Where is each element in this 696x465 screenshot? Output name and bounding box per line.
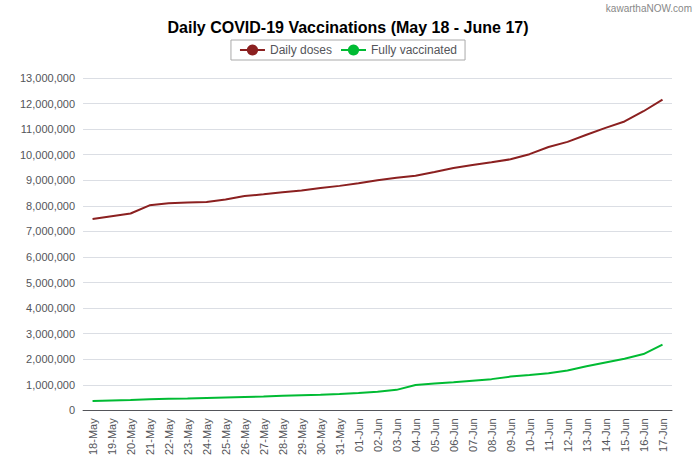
svg-text:Daily doses: Daily doses <box>270 43 332 57</box>
svg-text:27-May: 27-May <box>258 418 270 455</box>
svg-text:07-Jun: 07-Jun <box>467 418 479 452</box>
svg-text:28-May: 28-May <box>277 418 289 455</box>
svg-text:5,000,000: 5,000,000 <box>26 277 75 289</box>
svg-text:2,000,000: 2,000,000 <box>26 353 75 365</box>
svg-text:20-May: 20-May <box>125 418 137 455</box>
svg-text:30-May: 30-May <box>315 418 327 455</box>
svg-text:29-May: 29-May <box>296 418 308 455</box>
svg-text:17-Jun: 17-Jun <box>657 418 669 452</box>
svg-text:kawarthaNOW.com: kawarthaNOW.com <box>606 3 692 14</box>
svg-text:03-Jun: 03-Jun <box>391 418 403 452</box>
svg-text:01-Jun: 01-Jun <box>353 418 365 452</box>
svg-text:10-Jun: 10-Jun <box>524 418 536 452</box>
svg-text:13,000,000: 13,000,000 <box>20 72 75 84</box>
svg-text:08-Jun: 08-Jun <box>486 418 498 452</box>
svg-text:3,000,000: 3,000,000 <box>26 328 75 340</box>
svg-text:06-Jun: 06-Jun <box>448 418 460 452</box>
svg-text:23-May: 23-May <box>182 418 194 455</box>
svg-text:25-May: 25-May <box>220 418 232 455</box>
svg-text:7,000,000: 7,000,000 <box>26 225 75 237</box>
svg-text:10,000,000: 10,000,000 <box>20 149 75 161</box>
svg-text:6,000,000: 6,000,000 <box>26 251 75 263</box>
svg-text:18-May: 18-May <box>87 418 99 455</box>
svg-text:31-May: 31-May <box>334 418 346 455</box>
svg-text:19-May: 19-May <box>106 418 118 455</box>
svg-text:Fully vaccinated: Fully vaccinated <box>371 43 457 57</box>
svg-text:14-Jun: 14-Jun <box>600 418 612 452</box>
svg-text:22-May: 22-May <box>163 418 175 455</box>
svg-text:05-Jun: 05-Jun <box>429 418 441 452</box>
svg-text:12-Jun: 12-Jun <box>562 418 574 452</box>
svg-text:26-May: 26-May <box>239 418 251 455</box>
svg-text:02-Jun: 02-Jun <box>372 418 384 452</box>
svg-text:21-May: 21-May <box>144 418 156 455</box>
svg-text:8,000,000: 8,000,000 <box>26 200 75 212</box>
svg-text:13-Jun: 13-Jun <box>581 418 593 452</box>
svg-text:Daily COVID-19 Vaccinations (M: Daily COVID-19 Vaccinations (May 18 - Ju… <box>167 19 528 36</box>
svg-text:12,000,000: 12,000,000 <box>20 98 75 110</box>
svg-text:16-Jun: 16-Jun <box>638 418 650 452</box>
svg-text:0: 0 <box>69 404 75 416</box>
svg-text:11-Jun: 11-Jun <box>543 418 555 451</box>
svg-text:09-Jun: 09-Jun <box>505 418 517 452</box>
svg-text:24-May: 24-May <box>201 418 213 455</box>
svg-text:04-Jun: 04-Jun <box>410 418 422 452</box>
svg-text:4,000,000: 4,000,000 <box>26 302 75 314</box>
svg-text:1,000,000: 1,000,000 <box>26 379 75 391</box>
svg-text:15-Jun: 15-Jun <box>619 418 631 452</box>
svg-text:11,000,000: 11,000,000 <box>21 123 75 135</box>
svg-text:9,000,000: 9,000,000 <box>26 174 75 186</box>
